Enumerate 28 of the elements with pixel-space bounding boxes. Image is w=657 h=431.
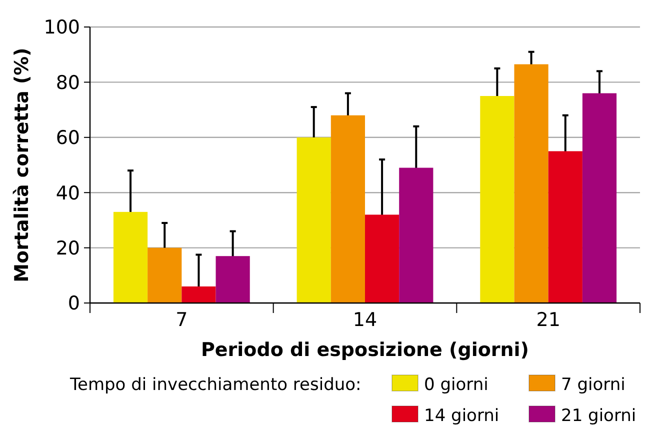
bar: [514, 64, 548, 303]
bar: [182, 286, 216, 303]
x-tick-label: 14: [352, 309, 378, 331]
bar: [113, 212, 148, 303]
bar: [480, 96, 514, 303]
x-axis-title: Periodo di esposizione (giorni): [200, 339, 530, 361]
y-tick-label: 0: [68, 292, 80, 315]
y-tick-label: 40: [56, 182, 80, 204]
bar: [296, 137, 331, 303]
legend-label: 14 giorni: [424, 406, 500, 426]
y-tick-label: 80: [56, 72, 80, 94]
bar: [330, 115, 365, 303]
y-tick-label: 60: [56, 127, 80, 150]
x-tick-label: 21: [536, 309, 560, 331]
bar: [216, 256, 250, 303]
bar: [582, 93, 617, 303]
bar: [548, 151, 582, 303]
y-tick-label: 100: [44, 16, 80, 39]
legend-title: Tempo di invecchiamento residuo:: [69, 375, 362, 395]
bar: [148, 248, 182, 303]
x-tick-label: 7: [176, 309, 188, 331]
bar: [365, 214, 400, 303]
bar: [399, 168, 434, 303]
legend-label: 7 giorni: [561, 375, 626, 395]
legend-label: 21 giorni: [561, 406, 636, 426]
y-axis-title: Mortalità corretta (%): [11, 48, 33, 282]
legend-label: 0 giorni: [424, 375, 488, 395]
y-tick-label: 20: [56, 237, 80, 260]
